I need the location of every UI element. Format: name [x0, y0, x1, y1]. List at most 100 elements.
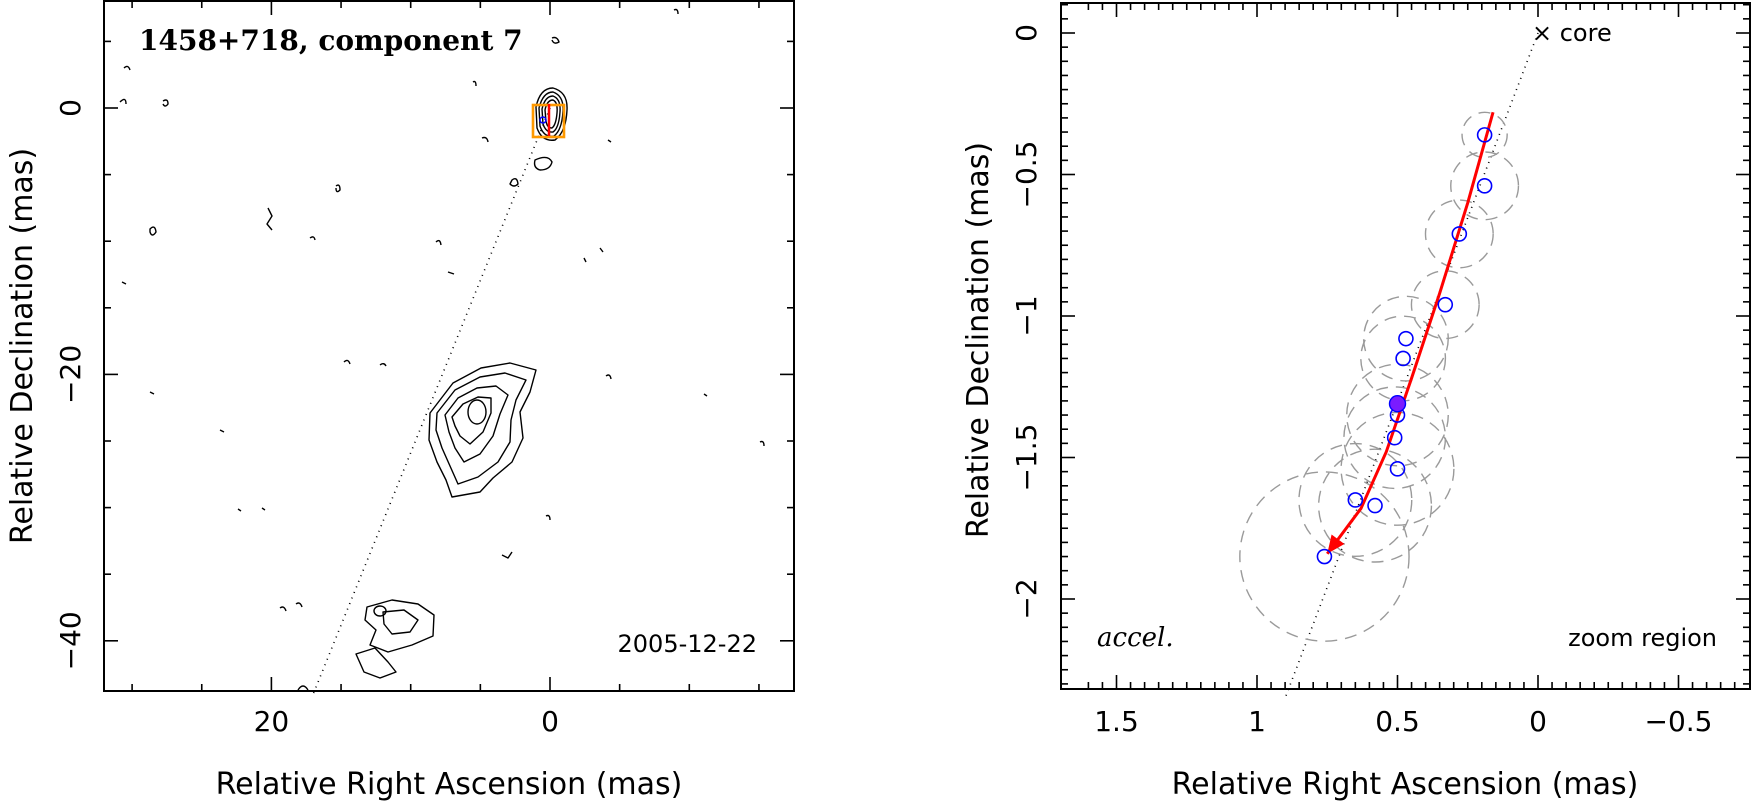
right-y-tick-label: −1 — [1010, 295, 1043, 336]
position-marker — [1367, 497, 1383, 514]
right-x-tick-label: 1.5 — [1094, 705, 1139, 738]
position-marker — [1395, 350, 1411, 367]
noise-contour — [509, 177, 519, 187]
left-panel-date: 2005-12-22 — [618, 630, 757, 658]
main-knot-contour-4 — [451, 396, 492, 445]
error-circle — [1424, 199, 1494, 269]
core-label: × core — [1532, 19, 1612, 47]
noise-contour — [599, 247, 604, 253]
noise-contour — [119, 98, 127, 105]
fit-model-label: accel. — [1097, 623, 1174, 653]
noise-contour — [237, 508, 242, 512]
noise-contour — [261, 507, 266, 511]
noise-contours — [119, 8, 765, 691]
left-jet-axis-line — [312, 107, 551, 695]
main-knot-contour-2 — [435, 372, 527, 485]
right-x-tick-label: 0 — [1529, 705, 1547, 738]
error-circle — [1317, 448, 1433, 563]
noise-contour — [149, 226, 157, 236]
main-knot-contours — [428, 362, 537, 498]
noise-contour — [551, 36, 560, 44]
noise-contour — [545, 514, 551, 521]
left-axis-ticks — [104, 1, 794, 691]
position-marker — [1476, 127, 1493, 143]
noise-contour — [607, 139, 612, 143]
left-tick-labels: 20 0 0 −20 −40 — [54, 99, 559, 738]
outer-knot-contour-peak — [373, 605, 387, 617]
noise-contour — [481, 136, 489, 143]
left-y-tick-label: 0 — [54, 99, 87, 117]
error-circle — [1461, 111, 1508, 159]
right-y-tick-label: −0.5 — [1010, 141, 1043, 209]
left-x-tick-label: 20 — [254, 705, 290, 738]
noise-contour — [335, 184, 341, 193]
noise-contour — [673, 8, 679, 15]
outer-knot-contour-inner — [382, 609, 419, 635]
noise-contour — [435, 239, 442, 246]
right-plot-frame — [1060, 2, 1751, 690]
left-x-axis-title: Relative Right Ascension (mas) — [216, 767, 683, 802]
position-marker — [1451, 226, 1468, 242]
left-panel-title: 1458+718, component 7 — [139, 24, 523, 57]
right-y-tick-label: −2 — [1010, 578, 1043, 619]
noise-contour — [379, 363, 387, 367]
noise-contour — [121, 281, 127, 285]
noise-contour — [219, 429, 225, 433]
zoom-region-label: zoom region — [1568, 624, 1717, 652]
position-markers — [1316, 127, 1493, 565]
noise-contour — [703, 393, 708, 397]
noise-contour — [123, 65, 131, 71]
error-circle — [1340, 411, 1455, 526]
noise-contour — [295, 602, 303, 608]
main-knot-contour-outer — [428, 362, 537, 498]
noise-contour — [149, 391, 155, 395]
position-marker — [1437, 296, 1454, 313]
position-marker — [1347, 492, 1364, 508]
error-circle — [1346, 363, 1449, 467]
position-marker — [1386, 429, 1403, 446]
highlighted-position-marker — [1388, 395, 1407, 413]
right-axis-ticks — [1061, 3, 1750, 689]
left-y-tick-label: −20 — [54, 345, 87, 404]
left-y-tick-label: −40 — [54, 611, 87, 670]
noise-contour — [759, 440, 765, 447]
fitted-trajectory — [1326, 111, 1495, 555]
core-contours — [531, 87, 568, 171]
right-x-axis-title: Relative Right Ascension (mas) — [1172, 767, 1639, 802]
error-circle — [1343, 386, 1447, 490]
position-marker — [1476, 178, 1493, 194]
core-component-marker — [539, 116, 547, 124]
left-plot-frame — [103, 0, 795, 692]
left-y-axis-title: Relative Declination (mas) — [5, 148, 40, 544]
right-tick-labels: 1.5 1 0.5 0 −0.5 0 −0.5 −1 −1.5 −2 — [1010, 24, 1713, 738]
inner-blob-contour — [533, 156, 553, 171]
noise-contour — [279, 606, 287, 612]
right-x-tick-label: 0.5 — [1375, 705, 1420, 738]
error-circle — [1450, 151, 1520, 221]
error-circle — [1362, 295, 1449, 382]
noise-contour — [162, 99, 169, 107]
noise-contour — [309, 236, 316, 241]
lower-edge-knot-contour — [355, 647, 397, 679]
noise-contour — [583, 257, 587, 263]
error-circle — [1239, 471, 1410, 642]
error-circle — [1410, 270, 1480, 340]
noise-contour — [605, 374, 612, 380]
right-jet-axis-line — [1284, 32, 1539, 699]
outer-knot-contours — [364, 599, 435, 653]
right-x-tick-label: 1 — [1248, 705, 1266, 738]
noise-contour — [472, 80, 477, 87]
right-y-tick-label: −1.5 — [1010, 424, 1043, 492]
error-circle — [1298, 442, 1413, 558]
noise-contour — [501, 551, 513, 559]
position-marker — [1398, 330, 1414, 347]
right-x-tick-label: −0.5 — [1645, 705, 1713, 738]
noise-contour — [447, 271, 455, 275]
trajectory-arrowhead — [1327, 534, 1345, 554]
core-contour-1 — [535, 87, 568, 141]
noise-contour — [266, 207, 273, 231]
right-panel: × core accel. zoom region Relative Right… — [961, 2, 1751, 802]
right-y-tick-label: 0 — [1010, 24, 1043, 42]
noise-contour — [297, 685, 309, 691]
